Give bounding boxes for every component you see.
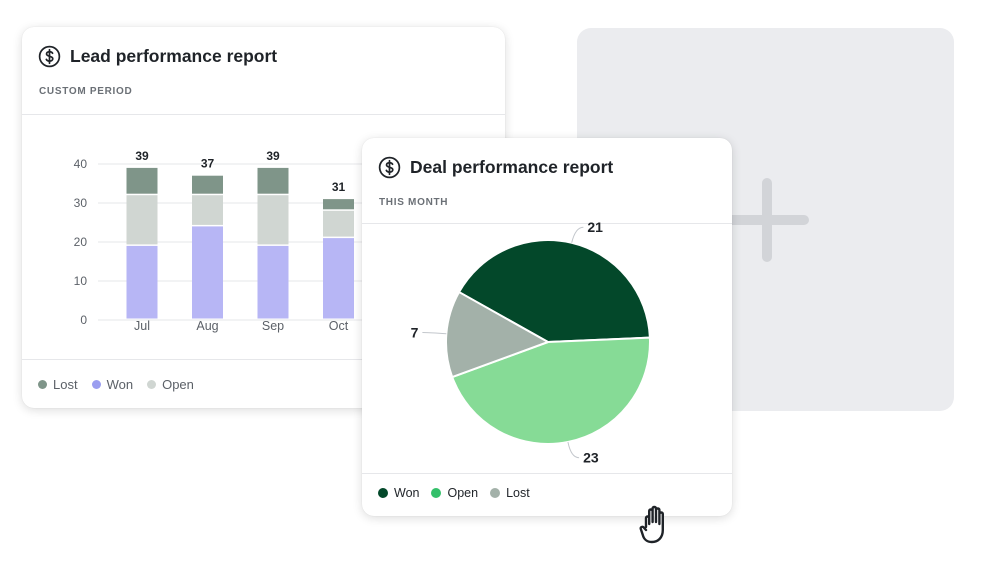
bar-segment-lost [323, 199, 354, 210]
lead-card-header: Lead performance report [38, 45, 277, 68]
lead-card-title: Lead performance report [70, 46, 278, 66]
legend-item-open[interactable]: Open [147, 377, 194, 392]
pie-value-label: 7 [411, 325, 419, 341]
bar-segment-won [126, 245, 158, 319]
y-tick-label: 0 [80, 313, 87, 327]
divider [362, 473, 732, 474]
bar-segment-lost [257, 167, 289, 194]
deal-card-title: Deal performance report [410, 157, 614, 177]
legend-label: Open [162, 377, 194, 392]
legend-item-lost[interactable]: Lost [38, 377, 78, 392]
y-tick-label: 30 [74, 196, 88, 210]
bar-segment-open [257, 195, 289, 245]
legend-label: Lost [53, 377, 78, 392]
pie-leader-line [422, 332, 447, 335]
deal-performance-card[interactable]: Deal performance report THIS MONTH 21 23 7… [362, 138, 732, 516]
bar-total-label: 37 [201, 157, 215, 171]
legend-dot [431, 488, 442, 498]
legend-item-open[interactable]: Open [431, 486, 478, 500]
bar-segment-open [192, 195, 223, 225]
lead-bar-chart: 0 10 20 30 40 39 Jul 37 Aug 39 Sep 31 Oct [74, 149, 505, 333]
bar-segment-lost [126, 167, 158, 194]
pie-slice-lost [445, 291, 549, 379]
deal-pie-chart: 21 23 7 [411, 219, 651, 466]
bar-segment-open [323, 210, 354, 237]
legend-dot [490, 488, 501, 498]
x-tick-label: Aug [196, 319, 218, 333]
hand-grab-icon [639, 505, 664, 544]
pie-leader-line [571, 226, 584, 243]
y-tick-label: 20 [74, 235, 88, 249]
legend-item-lost[interactable]: Lost [490, 486, 530, 500]
bar-total-label: 39 [135, 149, 149, 163]
bar-segment-lost [192, 175, 223, 194]
lead-card-period: CUSTOM PERIOD [39, 86, 133, 97]
legend-label: Won [106, 377, 134, 392]
x-tick-label: Jul [134, 319, 150, 333]
divider [22, 114, 505, 115]
deal-legend: Won Open Lost [378, 486, 530, 500]
pie-slice-open [451, 336, 651, 445]
legend-label: Open [447, 486, 479, 500]
bar-segment-won [323, 238, 354, 319]
divider [22, 359, 505, 360]
legend-label: Lost [506, 486, 530, 500]
y-tick-label: 40 [74, 157, 88, 171]
dollar-icon [38, 45, 61, 68]
legend-dot [38, 380, 47, 389]
deal-card-header: Deal performance report [378, 156, 613, 179]
plus-icon [725, 178, 809, 262]
y-tick-label: 10 [74, 274, 88, 288]
legend-label: Won [394, 486, 420, 500]
deal-card-period: THIS MONTH [379, 197, 449, 208]
legend-dot [147, 380, 157, 389]
bar-total-label: 39 [266, 149, 280, 163]
x-tick-label: Oct [329, 319, 349, 333]
bar-segment-won [257, 245, 289, 319]
legend-item-won[interactable]: Won [378, 486, 419, 500]
pie-value-label: 23 [583, 450, 599, 466]
lead-legend: Lost Won Open [38, 377, 194, 392]
bar-segment-won [192, 226, 223, 319]
x-tick-label: Sep [262, 319, 284, 333]
dollar-icon [378, 156, 401, 179]
legend-dot [378, 488, 388, 498]
pie-leader-line [567, 441, 580, 459]
divider [362, 223, 732, 224]
legend-dot [91, 380, 101, 389]
legend-item-won[interactable]: Won [91, 377, 134, 392]
bar-segment-open [126, 195, 158, 245]
pie-value-label: 21 [587, 219, 603, 235]
bar-total-label: 31 [332, 180, 346, 194]
